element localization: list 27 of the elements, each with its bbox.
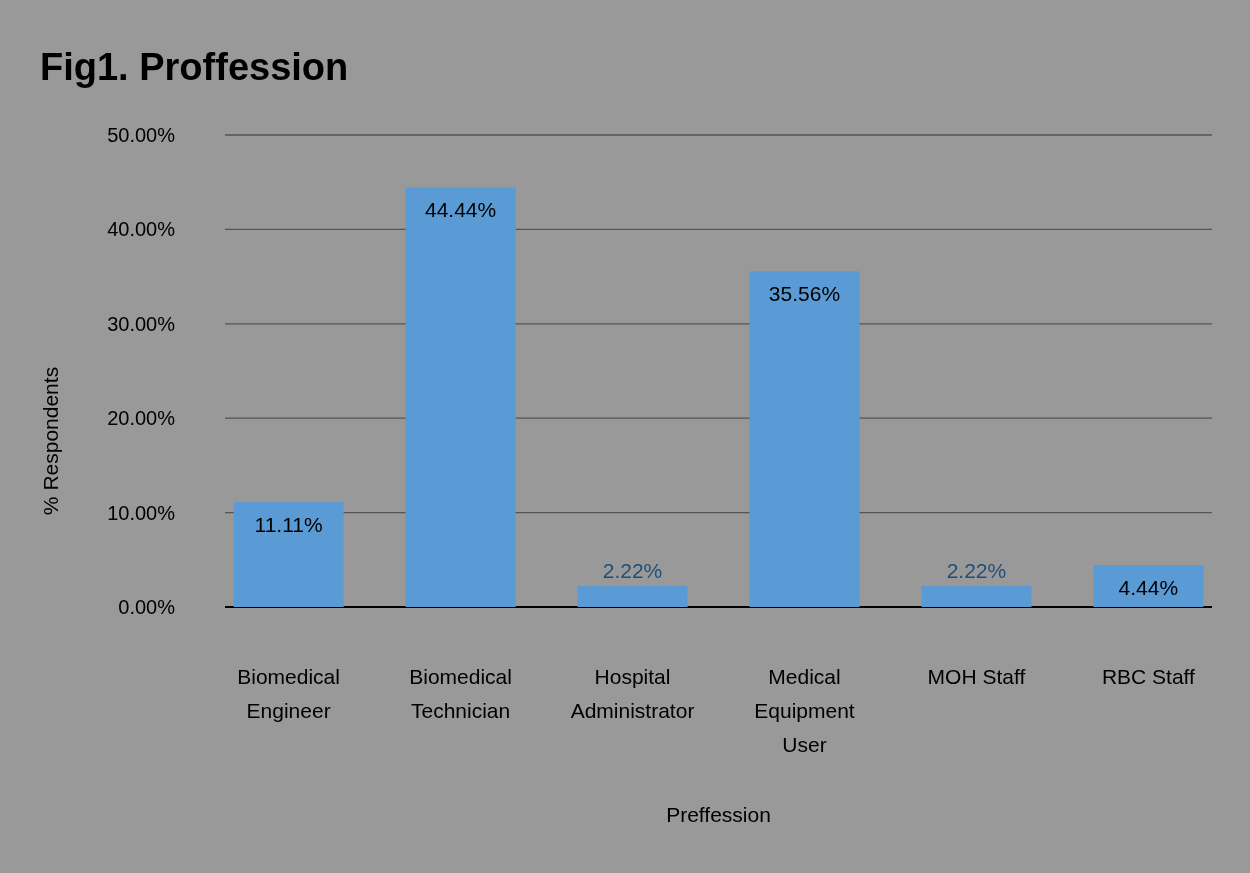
data-label: 2.22%: [946, 559, 1007, 583]
bar: [921, 586, 1032, 607]
x-tick-label: RBC Staff: [1101, 665, 1196, 688]
y-tick-label: 40.00%: [107, 218, 176, 241]
data-label: 2.22%: [602, 559, 663, 583]
x-tick-label: Hospital Administrator: [570, 665, 695, 722]
bar: [233, 502, 344, 607]
x-tick-label: Biomedical Engineer: [237, 665, 340, 722]
y-tick-label: 20.00%: [107, 407, 176, 430]
data-label: 11.11%: [254, 513, 323, 537]
y-tick-label: 50.00%: [107, 124, 176, 146]
y-tick-label: 10.00%: [107, 501, 176, 524]
chart-title: Fig1. Proffession: [40, 46, 349, 88]
bar: [1093, 565, 1204, 607]
data-label: 44.44%: [424, 198, 497, 222]
data-label: 35.56%: [768, 282, 841, 306]
y-tick-label: 30.00%: [107, 312, 176, 335]
bar: [749, 271, 860, 607]
y-axis-title: % Respondents: [39, 366, 62, 516]
bar: [577, 586, 688, 607]
x-tick-label: Biomedical Technician: [409, 665, 512, 722]
x-tick-label: Medical Equipment User: [754, 665, 855, 756]
x-tick-label: MOH Staff: [927, 665, 1026, 688]
x-axis-title: Preffession: [666, 803, 771, 826]
y-tick-label: 0.00%: [118, 596, 176, 618]
bar: [405, 187, 516, 607]
data-label: 4.44%: [1118, 576, 1179, 600]
